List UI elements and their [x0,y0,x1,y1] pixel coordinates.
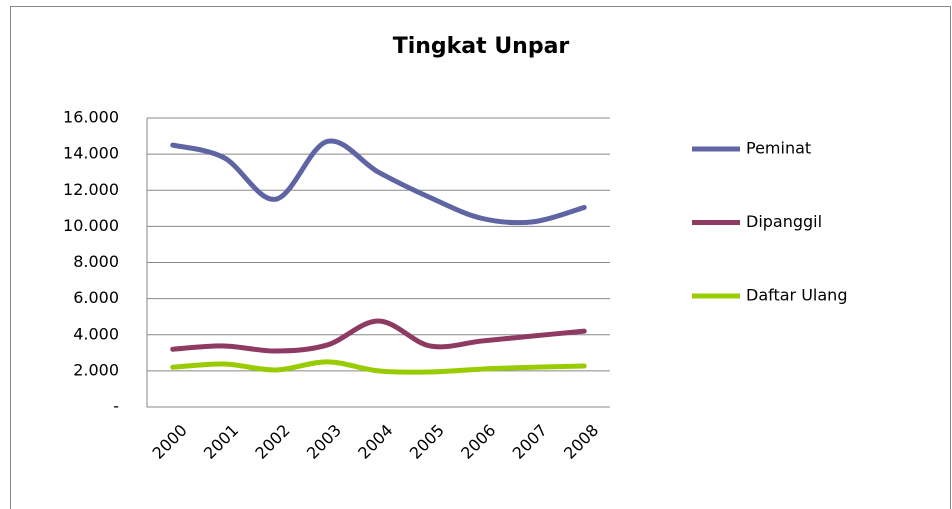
y-tick-label: 6.000 [73,288,119,307]
chart-title: Tingkat Unpar [393,34,570,59]
y-tick-label: 10.000 [63,216,119,235]
legend-label: Dipanggil [746,212,822,231]
y-tick-label: - [113,397,119,416]
series-line [170,318,587,354]
series-line [170,138,587,226]
chart-border [10,6,951,509]
legend-label: Peminat [746,139,811,158]
y-tick-label: 8.000 [73,252,119,271]
legend-label: Daftar Ulang [746,286,847,305]
y-tick-label: 4.000 [73,324,119,343]
y-tick-label: 16.000 [63,108,119,127]
series-line [170,359,587,375]
y-tick-label: 12.000 [63,180,119,199]
y-tick-label: 14.000 [63,144,119,163]
y-tick-label: 2.000 [73,360,119,379]
